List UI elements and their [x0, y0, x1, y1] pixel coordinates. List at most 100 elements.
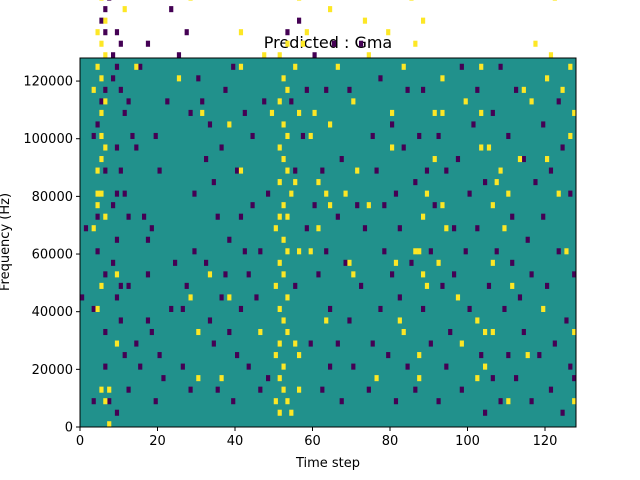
heatmap-cell-low	[328, 363, 333, 370]
heatmap-cell-high	[285, 40, 290, 47]
heatmap-cell-high	[328, 202, 333, 209]
heatmap-cell-low	[242, 109, 247, 116]
heatmap-cell-high	[308, 248, 313, 255]
heatmap-cell-high	[362, 17, 368, 24]
heatmap-cell-low	[393, 190, 399, 197]
heatmap-cell-high	[417, 375, 422, 382]
heatmap-cell-high	[386, 29, 391, 36]
y-tick-label: 20000	[32, 363, 73, 378]
heatmap-cell-high	[421, 17, 426, 24]
heatmap-cell-low	[521, 156, 526, 163]
heatmap-cell-high	[227, 121, 232, 128]
heatmap-cell-low	[246, 363, 251, 370]
heatmap-cell-low	[204, 259, 209, 266]
heatmap-cell-high	[258, 328, 263, 336]
heatmap-cell-low	[359, 282, 364, 289]
heatmap-cell-low	[362, 225, 368, 232]
heatmap-cell-low	[114, 294, 120, 301]
heatmap-cell-low	[483, 409, 488, 416]
heatmap-cell-low	[192, 190, 197, 197]
heatmap-cell-low	[560, 409, 565, 416]
heatmap-cell-high	[285, 86, 290, 93]
heatmap-cell-low	[440, 282, 445, 289]
heatmap-cell-high	[552, 0, 557, 1]
heatmap-cell-high	[424, 282, 430, 289]
heatmap-cell-low	[320, 167, 325, 174]
heatmap-cell-high	[541, 305, 546, 312]
heatmap-cell-high	[436, 259, 441, 266]
heatmap-cell-high	[122, 6, 127, 13]
heatmap-cell-low	[339, 156, 344, 163]
heatmap-cell-high	[572, 328, 577, 336]
heatmap-cell-high	[273, 225, 278, 232]
heatmap-cell-high	[99, 0, 104, 1]
heatmap-cell-low	[169, 6, 174, 13]
heatmap-cell-low	[99, 17, 104, 24]
heatmap-cell-low	[428, 248, 433, 255]
y-tick-label: 60000	[32, 248, 73, 263]
heatmap-cell-low	[366, 386, 371, 393]
heatmap-cell-high	[277, 259, 282, 266]
heatmap-cell-low	[452, 271, 457, 278]
heatmap-cell-low	[339, 398, 344, 405]
heatmap-cell-low	[541, 121, 546, 128]
heatmap-cell-low	[568, 363, 573, 370]
heatmap-cell-high	[277, 409, 282, 416]
x-tick-label: 20	[149, 434, 166, 449]
heatmap-cell-high	[494, 179, 499, 186]
heatmap-cell-low	[149, 225, 154, 232]
heatmap-cell-high	[281, 271, 286, 278]
heatmap-cell-high	[134, 63, 139, 70]
heatmap-cell-low	[180, 305, 185, 312]
heatmap-cell-high	[548, 52, 554, 59]
x-tick-label: 80	[382, 434, 399, 449]
heatmap-cell-high	[277, 98, 282, 105]
heatmap-cell-low	[432, 202, 437, 209]
heatmap-cell-high	[308, 132, 313, 140]
heatmap-cell-high	[355, 167, 360, 174]
heatmap-cell-low	[83, 225, 89, 232]
heatmap-cell-high	[545, 156, 550, 163]
heatmap-cell-high	[277, 213, 282, 220]
heatmap-cell-high	[293, 179, 298, 186]
heatmap-cell-low	[552, 340, 557, 347]
heatmap-cell-high	[366, 52, 371, 59]
heatmap-cell-low	[541, 213, 546, 220]
heatmap-cell-low	[122, 352, 127, 359]
heatmap-cell-high	[506, 398, 511, 405]
heatmap-cell-high	[393, 259, 399, 266]
heatmap-cell-high	[297, 248, 302, 255]
heatmap-cell-high	[479, 63, 484, 70]
heatmap-cell-low	[390, 121, 395, 128]
heatmap-cell-high	[440, 202, 445, 209]
heatmap-cell-high	[568, 132, 573, 140]
heatmap-cell-high	[277, 179, 282, 186]
heatmap-cell-high	[281, 363, 286, 370]
heatmap-cell-low	[556, 98, 561, 105]
heatmap-cell-low	[91, 305, 96, 312]
heatmap-cell-high	[545, 75, 550, 82]
heatmap-cell-low	[455, 156, 461, 163]
heatmap-cell-high	[277, 340, 282, 347]
heatmap-cell-high	[483, 363, 488, 370]
heatmap-cell-low	[188, 109, 193, 116]
heatmap-cell-high	[297, 352, 302, 359]
heatmap-cell-high	[103, 17, 108, 24]
heatmap-cell-high	[95, 190, 100, 197]
heatmap-cell-low	[312, 52, 317, 59]
heatmap-cell-high	[281, 75, 286, 82]
heatmap-cell-high	[401, 63, 406, 70]
heatmap-cell-low	[459, 63, 464, 70]
heatmap-cell-low	[324, 248, 329, 255]
heatmap-cell-low	[126, 98, 131, 105]
heatmap-cell-low	[378, 75, 383, 82]
heatmap-cell-high	[351, 98, 356, 105]
heatmap-cell-low	[266, 375, 271, 382]
heatmap-cell-high	[269, 109, 275, 116]
heatmap-cell-low	[413, 386, 418, 393]
heatmap-cell-low	[335, 340, 340, 347]
heatmap-cell-high	[285, 248, 290, 255]
heatmap-cell-low	[444, 167, 449, 174]
plot-background	[80, 58, 576, 427]
heatmap-cell-low	[529, 398, 534, 405]
